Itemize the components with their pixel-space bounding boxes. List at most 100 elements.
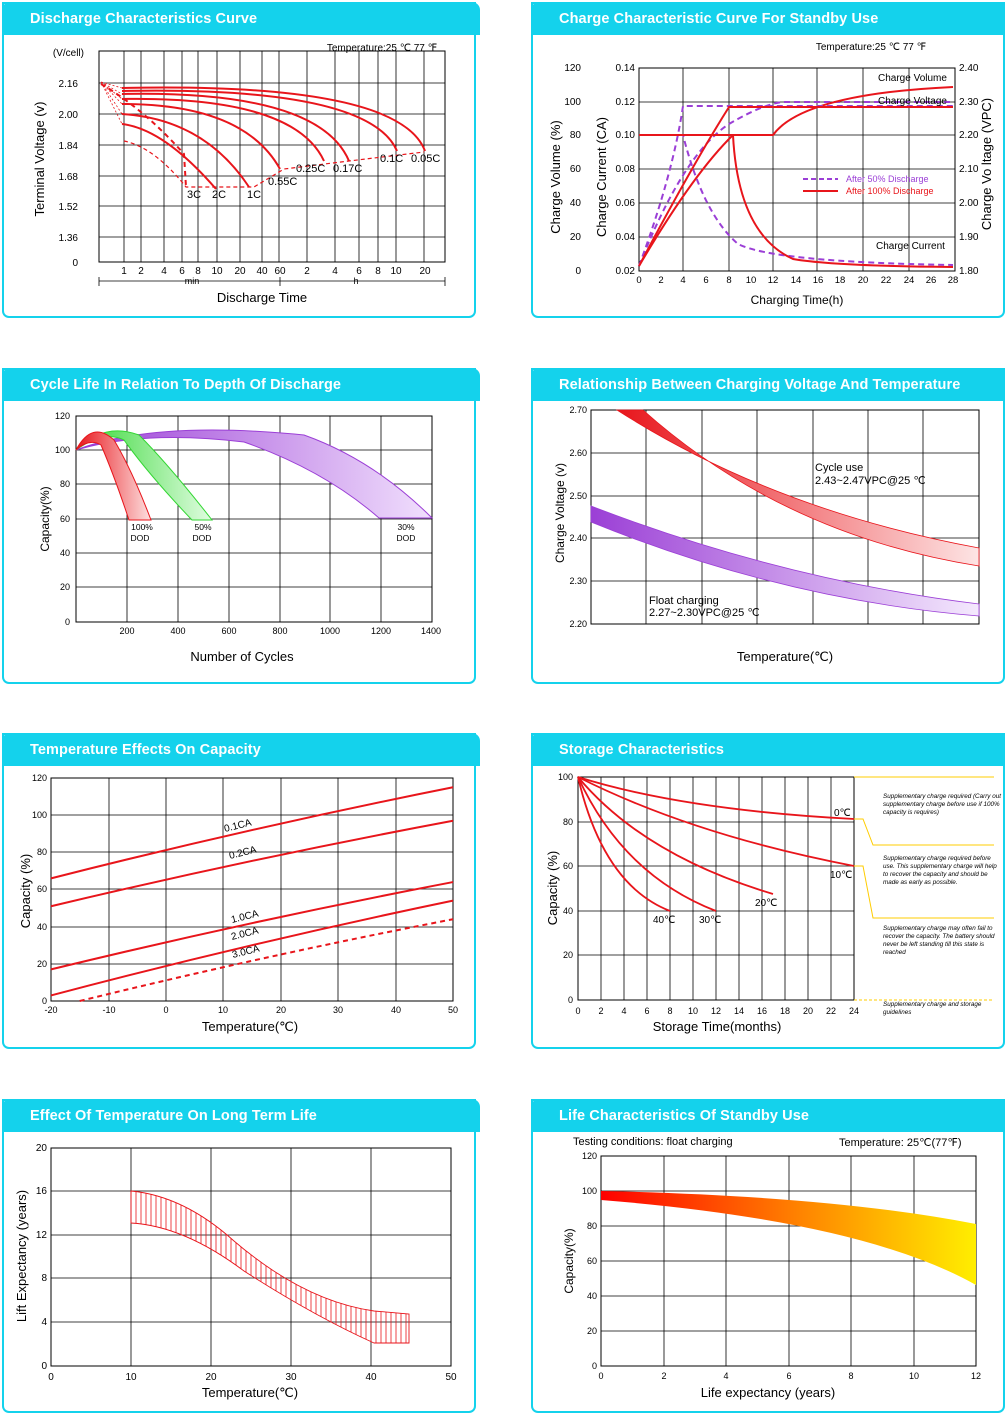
x-axis-label: Charging Time(h) bbox=[751, 293, 844, 307]
band-label: 50% bbox=[194, 522, 211, 532]
y-tick-voltage: 1.80 bbox=[959, 266, 979, 277]
y-tick: 60 bbox=[37, 884, 47, 894]
x-tick: 400 bbox=[170, 626, 185, 636]
chart-temp-capacity: 120 100 80 60 40 20 0 -20 -10 0 10 20 30… bbox=[18, 773, 458, 1034]
panel-header bbox=[2, 1099, 480, 1132]
x-tick: 6 bbox=[703, 275, 708, 286]
y-tick: 2.50 bbox=[569, 491, 587, 501]
x-tick: 14 bbox=[734, 1006, 744, 1016]
y-axis-label: Lift Expectancy (years) bbox=[14, 1190, 29, 1322]
panel-header bbox=[531, 1099, 1005, 1132]
chart-cycle-life: 120 100 80 60 40 20 0 200 400 600 800 10… bbox=[38, 411, 441, 664]
x-tick: 1200 bbox=[371, 626, 391, 636]
x-tick: 8 bbox=[726, 275, 731, 286]
x-tick: 6 bbox=[356, 266, 362, 277]
x-tick: 20 bbox=[205, 1372, 217, 1383]
y-tick: 2.70 bbox=[569, 405, 587, 415]
y-tick-volume: 80 bbox=[570, 130, 582, 141]
x-tick: 40 bbox=[391, 1005, 401, 1015]
x-tick: 6 bbox=[179, 266, 185, 277]
x-tick: 50 bbox=[445, 1372, 457, 1383]
panel-header bbox=[531, 368, 1005, 401]
y-tick: 20 bbox=[60, 582, 70, 592]
x-axis-label: Storage Time(months) bbox=[653, 1019, 782, 1034]
x-tick: 40 bbox=[365, 1372, 377, 1383]
series-label: 0.55C bbox=[268, 176, 297, 188]
curve-label: Charge Voltage bbox=[878, 96, 947, 107]
x-tick: 18 bbox=[835, 275, 846, 286]
band-label-sub: DOD bbox=[131, 533, 150, 543]
panel-charge-standby: Charge Characteristic Curve For Standby … bbox=[531, 2, 1005, 318]
chart-voltage-temperature: 2.70 2.60 2.50 2.40 2.30 2.20 Charge Vol… bbox=[553, 405, 980, 664]
y-tick: 0 bbox=[65, 617, 70, 627]
legend-50: After 50% Discharge bbox=[846, 174, 929, 184]
temperature-note: Temperature:25 ℃ 77 ℉ bbox=[816, 42, 926, 53]
series-label: 2.0CA bbox=[230, 925, 260, 942]
series-label: 3.0CA bbox=[231, 943, 261, 960]
x-tick: 26 bbox=[926, 275, 937, 286]
x-tick: 4 bbox=[723, 1371, 728, 1381]
y-tick-voltage: 2.00 bbox=[959, 198, 979, 209]
temperature-note: Temperature: 25℃(77℉) bbox=[839, 1137, 961, 1149]
x-tick: 10 bbox=[218, 1005, 228, 1015]
x-tick: 10 bbox=[390, 266, 402, 277]
y-tick-current: 0.12 bbox=[616, 97, 636, 108]
y-tick: 100 bbox=[558, 772, 573, 782]
series-line bbox=[79, 918, 454, 1002]
x-tick: 10 bbox=[909, 1371, 919, 1381]
legend-100: After 100% Discharge bbox=[846, 186, 934, 196]
y-unit: (V/cell) bbox=[53, 48, 84, 59]
x-tick: 20 bbox=[858, 275, 869, 286]
series-label: 40℃ bbox=[653, 915, 675, 926]
testing-conditions: Testing conditions: float charging bbox=[573, 1136, 733, 1148]
y-tick: 40 bbox=[563, 906, 573, 916]
panel-voltage-temperature: Relationship Between Charging Voltage An… bbox=[531, 368, 1005, 684]
y-tick-current: 0.14 bbox=[616, 63, 636, 74]
y-tick: 1.52 bbox=[59, 202, 79, 213]
y-tick: 80 bbox=[37, 847, 47, 857]
x-axis-label: Temperature(℃) bbox=[202, 1385, 298, 1400]
y-tick-current: 0.04 bbox=[616, 232, 636, 243]
x-group-min: min bbox=[185, 276, 200, 286]
x-axis-label: Number of Cycles bbox=[190, 649, 294, 664]
y-tick: 80 bbox=[60, 479, 70, 489]
y-tick: 60 bbox=[563, 861, 573, 871]
x-tick: 800 bbox=[272, 626, 287, 636]
x-tick: 0 bbox=[636, 275, 641, 286]
y-tick: 60 bbox=[60, 514, 70, 524]
y-tick: 0 bbox=[568, 995, 573, 1005]
y-axis-label-voltage: Charge Vo ltage (VPC) bbox=[979, 98, 994, 230]
x-tick: 1 bbox=[121, 266, 127, 277]
band-label: 30% bbox=[397, 522, 414, 532]
x-tick: 0 bbox=[598, 1371, 603, 1381]
series-label: 0.2CA bbox=[228, 844, 258, 861]
x-tick: 20 bbox=[419, 266, 431, 277]
x-tick: 2 bbox=[304, 266, 310, 277]
x-tick: 8 bbox=[848, 1371, 853, 1381]
y-tick-current: 0.06 bbox=[616, 198, 636, 209]
panel-header bbox=[531, 733, 1005, 766]
y-axis-label: Capacity(%) bbox=[562, 1228, 576, 1293]
x-tick: 10 bbox=[688, 1006, 698, 1016]
y-tick: 100 bbox=[32, 810, 47, 820]
y-tick: 40 bbox=[60, 548, 70, 558]
panel-title: Relationship Between Charging Voltage An… bbox=[559, 377, 961, 393]
x-tick: 8 bbox=[667, 1006, 672, 1016]
x-tick: 24 bbox=[849, 1006, 859, 1016]
series-label: 0℃ bbox=[834, 808, 851, 819]
series-line bbox=[50, 881, 454, 971]
series-label: 3C bbox=[187, 189, 201, 201]
x-tick: 60 bbox=[274, 266, 286, 277]
x-tick: 40 bbox=[256, 266, 268, 277]
panel-title: Life Characteristics Of Standby Use bbox=[559, 1108, 810, 1124]
chart-standby-life: Testing conditions: float charging Tempe… bbox=[562, 1136, 981, 1400]
x-tick: 1400 bbox=[421, 626, 441, 636]
storage-note: Supplementary charge may often fail to r… bbox=[883, 925, 995, 956]
x-tick: 18 bbox=[780, 1006, 790, 1016]
y-tick: 2.16 bbox=[59, 79, 79, 90]
y-tick: 0 bbox=[41, 1361, 47, 1372]
chart-long-term-life: 20 16 12 8 4 0 0 10 20 30 40 50 Temperat… bbox=[14, 1143, 457, 1400]
band-spec: 2.43~2.47VPC@25 ℃ bbox=[815, 475, 926, 487]
y-tick-volume: 40 bbox=[570, 198, 582, 209]
y-tick: 100 bbox=[55, 445, 70, 455]
